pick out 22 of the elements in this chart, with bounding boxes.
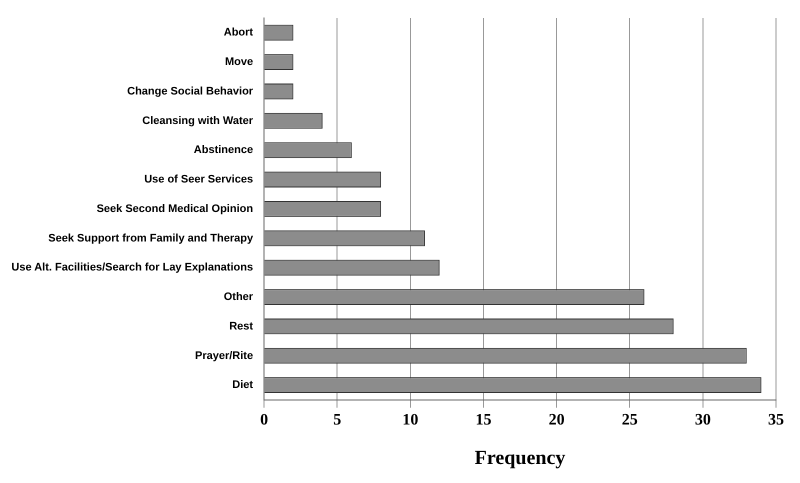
x-tick-label: 20	[548, 412, 565, 429]
y-tick-label: Prayer/Rite	[194, 350, 254, 362]
y-tick-label: Other	[224, 291, 254, 304]
y-tick-label: Diet	[232, 379, 254, 392]
y-tick-label: Seek Support from Family and Therapy	[48, 232, 254, 244]
x-tick-label: 30	[694, 412, 711, 429]
y-tick-label: Use of Seer Services	[144, 174, 254, 186]
y-tick-label: Seek Second Medical Opinion	[96, 202, 254, 215]
y-tick-label: Change Social Behavior	[127, 85, 254, 98]
y-tick-label: Abort	[224, 26, 254, 39]
x-tick-label: 15	[475, 412, 492, 429]
x-tick-label: 10	[402, 412, 418, 429]
y-tick-label: Move	[224, 56, 254, 68]
x-tick-label: 35	[768, 412, 784, 429]
y-tick-label: Rest	[229, 320, 254, 332]
x-axis-title: Frequency	[474, 447, 566, 470]
y-tick-label: Abstinence	[194, 144, 254, 156]
x-tick-label: 25	[622, 412, 638, 429]
x-tick-label: 0	[260, 412, 268, 429]
y-tick-label: Use Alt. Facilities/Search for Lay Explanations	[11, 262, 254, 274]
y-tick-label: Cleansing with Water	[142, 114, 254, 127]
x-tick-label: 5	[333, 412, 342, 429]
